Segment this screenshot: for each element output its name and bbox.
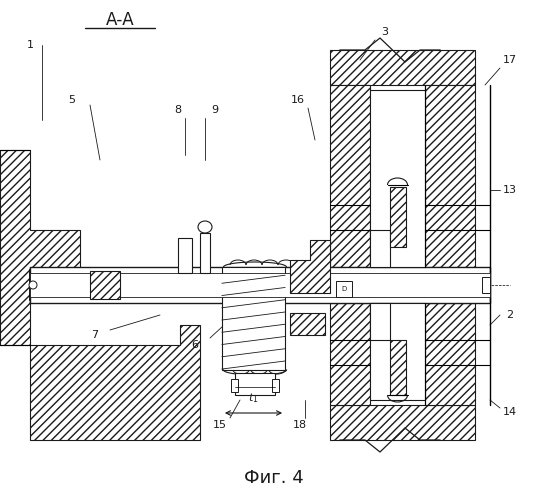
Polygon shape — [370, 90, 425, 267]
Polygon shape — [425, 303, 475, 405]
Text: D: D — [341, 286, 347, 292]
Text: 2: 2 — [506, 310, 513, 320]
Text: 8: 8 — [174, 105, 181, 115]
Polygon shape — [30, 267, 490, 303]
Polygon shape — [200, 233, 210, 273]
Text: 16: 16 — [291, 95, 305, 105]
Ellipse shape — [198, 221, 212, 233]
Polygon shape — [222, 267, 285, 370]
Text: 13: 13 — [503, 185, 517, 195]
Polygon shape — [231, 379, 238, 392]
Polygon shape — [0, 150, 80, 345]
Polygon shape — [90, 271, 120, 299]
Polygon shape — [390, 187, 406, 247]
Circle shape — [29, 281, 37, 289]
Polygon shape — [30, 270, 45, 300]
Polygon shape — [330, 303, 370, 405]
Text: 3: 3 — [381, 27, 389, 37]
Polygon shape — [370, 303, 425, 400]
Polygon shape — [330, 50, 475, 85]
Polygon shape — [390, 340, 406, 395]
Text: 5: 5 — [68, 95, 76, 105]
Text: 14: 14 — [503, 407, 517, 417]
Polygon shape — [482, 277, 490, 293]
Text: 15: 15 — [213, 420, 227, 430]
Polygon shape — [425, 85, 475, 267]
Polygon shape — [235, 373, 275, 395]
Text: Фиг. 4: Фиг. 4 — [244, 469, 304, 487]
Text: 9: 9 — [212, 105, 219, 115]
Polygon shape — [30, 273, 490, 297]
Polygon shape — [30, 325, 200, 440]
Polygon shape — [224, 271, 283, 368]
Text: 7: 7 — [92, 330, 99, 340]
Text: 18: 18 — [293, 420, 307, 430]
Text: 1: 1 — [26, 40, 33, 50]
Text: 6: 6 — [191, 340, 198, 350]
Polygon shape — [290, 240, 330, 293]
Polygon shape — [370, 230, 390, 267]
Polygon shape — [290, 313, 325, 335]
Text: А-А: А-А — [106, 11, 134, 29]
Text: 17: 17 — [503, 55, 517, 65]
Text: $t_1$: $t_1$ — [248, 391, 259, 405]
Polygon shape — [178, 238, 192, 273]
Polygon shape — [272, 379, 279, 392]
Polygon shape — [330, 85, 370, 267]
Polygon shape — [330, 405, 475, 440]
Polygon shape — [370, 303, 390, 340]
Polygon shape — [336, 281, 352, 297]
